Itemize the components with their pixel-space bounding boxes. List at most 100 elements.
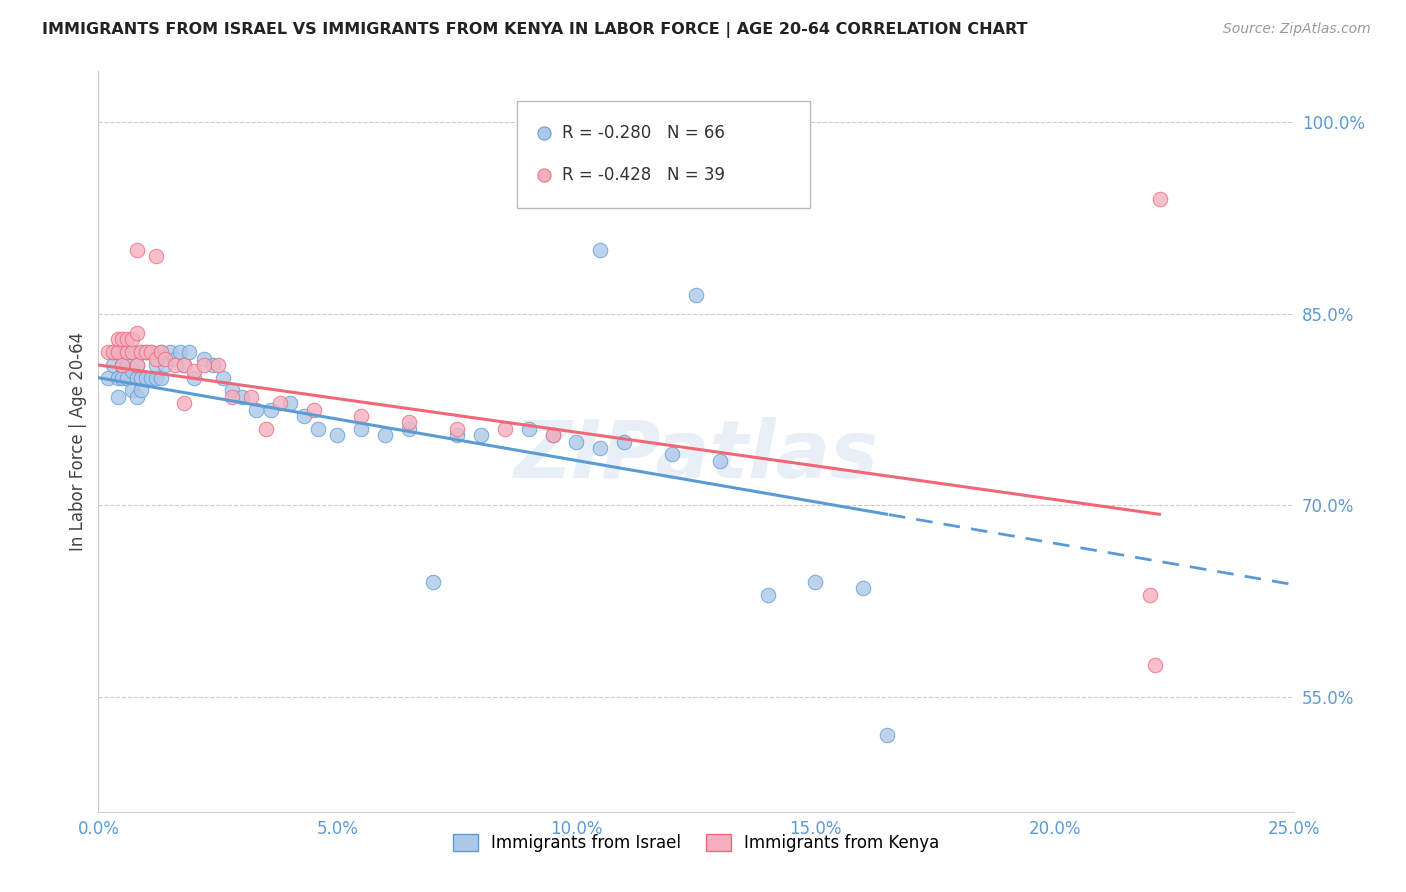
- Point: [111, 358, 134, 372]
- Point: [240, 390, 263, 404]
- Point: [446, 422, 468, 436]
- Point: [202, 358, 225, 372]
- Point: [221, 384, 243, 398]
- Point: [852, 582, 875, 596]
- Legend: Immigrants from Israel, Immigrants from Kenya: Immigrants from Israel, Immigrants from …: [446, 828, 946, 859]
- Point: [121, 345, 143, 359]
- Point: [125, 358, 148, 372]
- Point: [155, 351, 177, 366]
- Text: R = -0.428   N = 39: R = -0.428 N = 39: [562, 166, 725, 184]
- Point: [139, 345, 162, 359]
- Point: [121, 364, 143, 378]
- Point: [107, 370, 129, 384]
- Point: [163, 351, 186, 366]
- Point: [221, 390, 243, 404]
- Point: [254, 422, 277, 436]
- Point: [245, 402, 267, 417]
- Point: [541, 428, 564, 442]
- Point: [302, 402, 325, 417]
- Point: [115, 345, 138, 359]
- Point: [97, 345, 120, 359]
- Point: [211, 370, 233, 384]
- Point: [97, 370, 120, 384]
- Point: [565, 434, 588, 449]
- Point: [613, 434, 636, 449]
- Point: [278, 396, 301, 410]
- Point: [111, 345, 134, 359]
- Point: [121, 384, 143, 398]
- Point: [125, 243, 148, 257]
- Point: [135, 370, 157, 384]
- Point: [139, 345, 162, 359]
- Point: [149, 370, 172, 384]
- Point: [589, 441, 612, 455]
- Point: [1139, 588, 1161, 602]
- FancyBboxPatch shape: [517, 101, 810, 209]
- Point: [145, 370, 167, 384]
- Point: [193, 358, 215, 372]
- Point: [101, 345, 124, 359]
- Point: [131, 384, 153, 398]
- Text: R = -0.280   N = 66: R = -0.280 N = 66: [562, 124, 725, 142]
- Point: [125, 358, 148, 372]
- Point: [169, 345, 191, 359]
- Point: [709, 453, 731, 467]
- Point: [173, 358, 195, 372]
- Point: [173, 396, 195, 410]
- Point: [159, 345, 181, 359]
- Point: [398, 422, 420, 436]
- Y-axis label: In Labor Force | Age 20-64: In Labor Force | Age 20-64: [69, 332, 87, 551]
- Point: [292, 409, 315, 423]
- Point: [107, 390, 129, 404]
- Point: [125, 370, 148, 384]
- Point: [231, 390, 253, 404]
- Point: [685, 287, 707, 301]
- Point: [145, 250, 167, 264]
- Point: [207, 358, 229, 372]
- Point: [326, 428, 349, 442]
- Point: [269, 396, 291, 410]
- Point: [173, 358, 195, 372]
- Point: [107, 345, 129, 359]
- Point: [115, 333, 138, 347]
- Point: [145, 351, 167, 366]
- Point: [494, 422, 516, 436]
- Point: [139, 370, 162, 384]
- Point: [125, 390, 148, 404]
- Point: [350, 422, 373, 436]
- Point: [398, 416, 420, 430]
- Point: [183, 364, 205, 378]
- Point: [756, 588, 779, 602]
- Point: [145, 358, 167, 372]
- Point: [517, 422, 540, 436]
- Point: [307, 422, 329, 436]
- Point: [470, 428, 492, 442]
- Point: [111, 333, 134, 347]
- Point: [589, 243, 612, 257]
- Point: [155, 358, 177, 372]
- Point: [149, 345, 172, 359]
- Point: [121, 345, 143, 359]
- Point: [876, 728, 898, 742]
- Point: [111, 358, 134, 372]
- Point: [131, 370, 153, 384]
- Point: [107, 345, 129, 359]
- Point: [179, 345, 201, 359]
- Point: [804, 574, 827, 589]
- Point: [135, 345, 157, 359]
- Point: [121, 333, 143, 347]
- Text: ZIPatlas: ZIPatlas: [513, 417, 879, 495]
- Point: [259, 402, 281, 417]
- Point: [101, 358, 124, 372]
- Point: [183, 370, 205, 384]
- Point: [115, 345, 138, 359]
- Point: [1143, 657, 1166, 672]
- Point: [107, 333, 129, 347]
- Point: [661, 447, 683, 461]
- Point: [115, 358, 138, 372]
- Point: [541, 428, 564, 442]
- Text: Source: ZipAtlas.com: Source: ZipAtlas.com: [1223, 22, 1371, 37]
- Point: [131, 345, 153, 359]
- Point: [446, 428, 468, 442]
- Point: [111, 370, 134, 384]
